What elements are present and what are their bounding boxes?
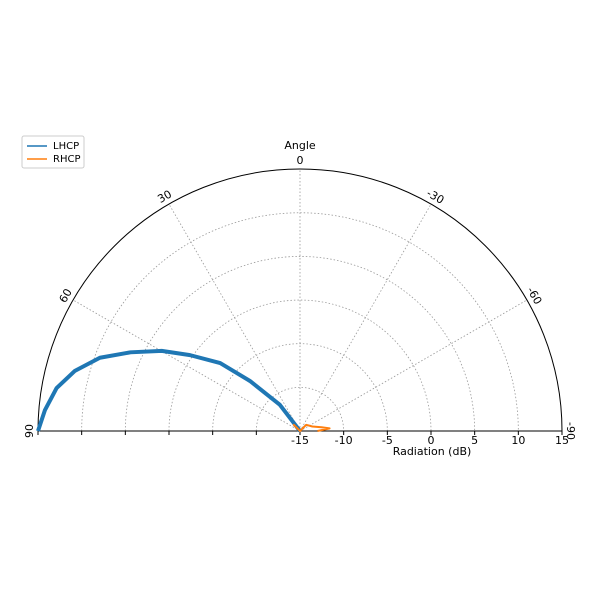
grid-circle [168,299,432,432]
radial-tick-label: 15 [555,434,569,447]
radial-tick-label: 5 [471,434,478,447]
grid-circle [81,212,519,432]
angle-tick-label: 60 [57,286,75,305]
series-line [36,348,302,433]
angle-tick-label: 30 [155,188,174,206]
spoke [168,203,301,432]
legend-label: RHCP [53,154,80,165]
angle-tick-label: -90 [564,422,577,440]
spoke [299,203,432,432]
angle-label: Angle [284,139,316,152]
radial-label: Radiation (dB) [393,445,472,458]
radial-tick-label: -10 [335,434,353,447]
angle-tick-label: -60 [524,285,544,307]
angle-tick-label: -30 [424,187,446,207]
legend-box [21,135,85,169]
angle-tick-label: 0 [297,154,304,167]
radial-tick-label: 0 [428,434,435,447]
radial-tick-label: 10 [511,434,525,447]
radial-tick-label: -15 [291,434,309,447]
legend: LHCP RHCP [21,135,85,169]
spoke [299,299,528,432]
grid-circle [212,343,388,432]
angle-tick-label: 90 [23,424,36,438]
legend-label: LHCP [53,141,79,152]
outer-arc [37,168,563,432]
series-line [292,423,331,432]
radial-tick-label: -5 [382,434,393,447]
spoke [72,299,301,432]
